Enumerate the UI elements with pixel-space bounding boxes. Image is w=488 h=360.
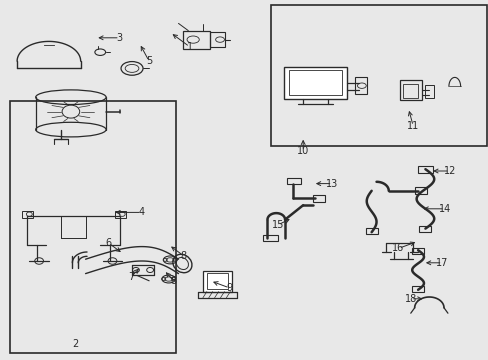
Bar [10, 101, 176, 353]
Text: 7: 7 [128, 272, 134, 282]
Text: 16: 16 [391, 243, 404, 253]
Text: 8: 8 [170, 276, 176, 286]
Bar [399, 80, 421, 100]
Text: 10: 10 [296, 146, 309, 156]
Text: 5: 5 [146, 56, 152, 66]
Text: 2: 2 [73, 339, 79, 349]
Bar [365, 228, 377, 234]
Bar [288, 70, 342, 95]
Bar [425, 85, 433, 98]
Text: 8: 8 [180, 251, 186, 261]
Text: 4: 4 [139, 207, 144, 217]
Bar [115, 211, 125, 218]
Text: 18: 18 [404, 294, 416, 304]
Text: 13: 13 [325, 179, 338, 189]
Bar [263, 235, 277, 241]
Bar [403, 84, 417, 98]
Bar [411, 248, 424, 254]
Text: 15: 15 [271, 220, 284, 230]
Bar [286, 178, 300, 184]
Bar [411, 286, 424, 292]
Bar [271, 5, 486, 146]
Text: 9: 9 [226, 283, 232, 293]
Bar [203, 271, 232, 292]
Bar [183, 31, 210, 49]
Bar [22, 211, 33, 218]
Bar [206, 273, 228, 289]
Bar [414, 187, 426, 194]
Text: 6: 6 [105, 238, 111, 248]
Bar [210, 32, 224, 47]
Text: 14: 14 [438, 204, 450, 214]
Text: 11: 11 [406, 121, 419, 131]
Text: 1: 1 [186, 42, 192, 52]
Bar [283, 67, 346, 99]
Text: 3: 3 [117, 33, 122, 43]
Bar [417, 166, 432, 173]
Text: 17: 17 [435, 258, 448, 268]
Text: 12: 12 [443, 166, 455, 176]
Bar [354, 77, 366, 94]
Bar [418, 226, 430, 232]
Bar [312, 195, 325, 202]
